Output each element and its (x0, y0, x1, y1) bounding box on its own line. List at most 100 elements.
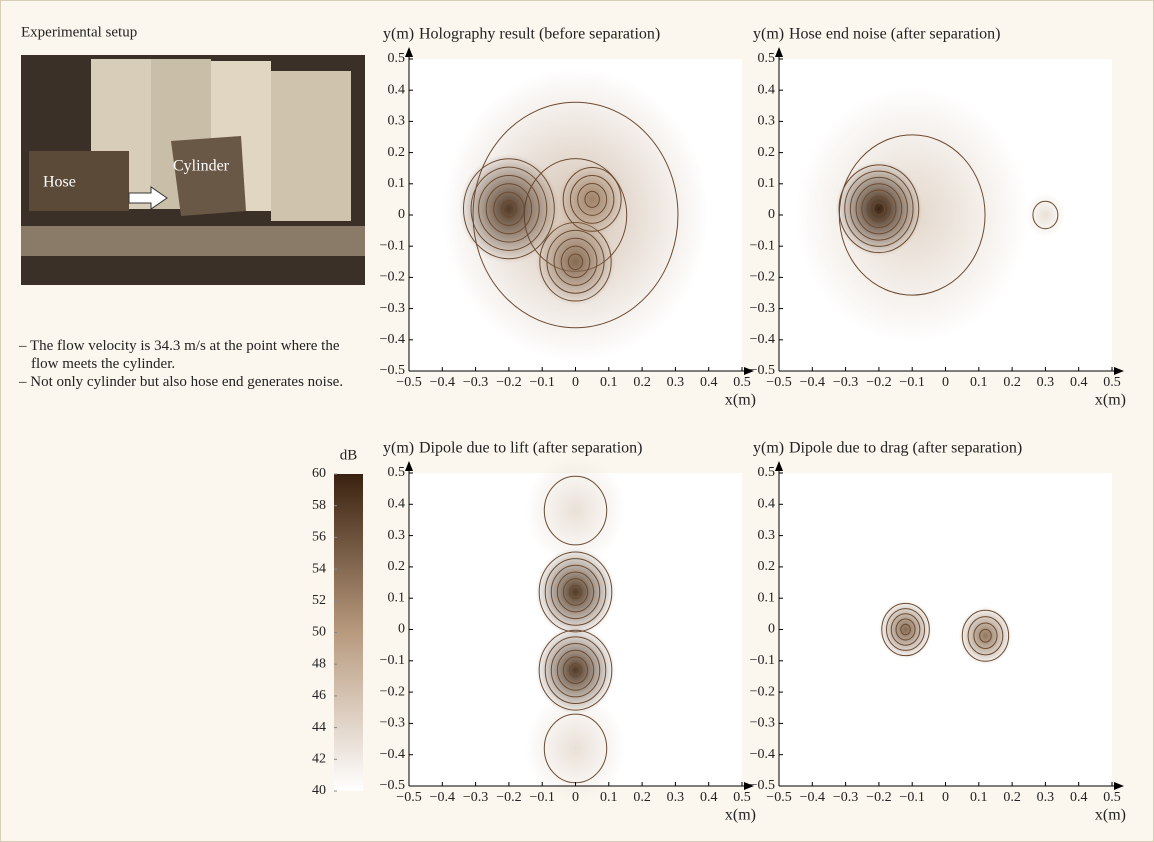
y-tick-label: 0.3 (758, 528, 776, 543)
y-tick-label: 0.2 (758, 145, 776, 160)
x-tick-label: −0.1 (529, 790, 554, 805)
y-tick-label: 0.3 (388, 528, 406, 543)
note: – The flow velocity is 34.3 m/s at the p… (19, 337, 359, 373)
y-tick-label: −0.5 (750, 363, 775, 378)
x-tick-label: 0.1 (970, 790, 988, 805)
colorbar-tick-label: 50 (312, 625, 326, 640)
colorbar-tick-label: 60 (312, 466, 326, 481)
x-axis-label: x(m) (1095, 807, 1126, 824)
x-tick-label: −0.4 (430, 375, 455, 390)
y-tick-label: 0.3 (758, 114, 776, 129)
y-tick-label: −0.5 (750, 778, 775, 793)
x-axis-label: x(m) (1095, 392, 1126, 409)
y-axis-label: y(m) (753, 26, 784, 43)
colorbar-tick-label: 46 (312, 688, 326, 703)
y-tick-label: 0.1 (758, 590, 776, 605)
x-tick-label: 0.5 (733, 375, 751, 390)
x-tick-label: −0.2 (866, 790, 891, 805)
x-tick-label: 0 (572, 375, 579, 390)
x-tick-label: 0.1 (600, 790, 618, 805)
x-tick-label: 0.2 (1003, 790, 1021, 805)
x-tick-label: −0.1 (529, 375, 554, 390)
y-axis-label: y(m) (383, 26, 414, 43)
x-tick-label: 0.4 (700, 375, 718, 390)
y-tick-label: −0.4 (750, 747, 775, 762)
chart-title: Holography result (before separation) (419, 26, 660, 43)
x-tick-label: 0.3 (667, 790, 685, 805)
axis-arrow (1114, 782, 1124, 790)
chart: Experimental setup Hose Cylinder dB 40 42 4… (1, 1, 1153, 841)
chart-title: Dipole due to lift (after separation) (419, 440, 642, 457)
x-tick-label: −0.2 (866, 375, 891, 390)
y-tick-label: 0.1 (758, 176, 776, 191)
y-tick-label: 0.1 (388, 176, 406, 191)
axis-arrow (405, 47, 413, 57)
x-tick-label: −0.1 (899, 790, 924, 805)
y-tick-label: −0.1 (380, 238, 405, 253)
x-tick-label: 0.1 (970, 375, 988, 390)
y-tick-label: 0 (768, 207, 775, 222)
axis-arrow (1114, 367, 1124, 375)
colorbar-tick-label: 54 (312, 561, 326, 576)
y-tick-label: 0 (398, 207, 405, 222)
y-tick-label: −0.1 (750, 653, 775, 668)
y-tick-label: −0.5 (380, 363, 405, 378)
y-tick-label: 0.5 (388, 51, 406, 66)
setup-title: Experimental setup (21, 24, 137, 40)
y-tick-label: 0.5 (758, 51, 776, 66)
x-tick-label: −0.3 (833, 375, 858, 390)
y-tick-label: −0.5 (380, 778, 405, 793)
colorbar-label: dB (340, 447, 358, 463)
x-tick-label: 0.1 (600, 375, 618, 390)
y-tick-label: 0.4 (758, 497, 776, 512)
photo-label: Hose (43, 174, 76, 191)
y-tick-label: 0.2 (388, 145, 406, 160)
x-tick-label: −0.2 (496, 375, 521, 390)
y-axis-label: y(m) (753, 440, 784, 457)
x-tick-label: −0.4 (800, 375, 825, 390)
y-tick-label: 0.2 (758, 559, 776, 574)
x-tick-label: 0.2 (633, 375, 651, 390)
colorbar-tick-label: 40 (312, 783, 326, 798)
source-peak (1025, 193, 1065, 237)
y-tick-label: −0.2 (380, 684, 405, 699)
figure: Experimental setup Hose Cylinder dB 40 42 4… (0, 0, 1154, 842)
y-tick-label: 0.5 (388, 465, 406, 480)
x-tick-label: 0.3 (667, 375, 685, 390)
y-tick-label: 0.2 (388, 559, 406, 574)
photo-label: Cylinder (173, 158, 230, 175)
x-tick-label: 0.3 (1037, 375, 1055, 390)
colorbar-tick-label: 58 (312, 498, 326, 513)
x-tick-label: −0.4 (430, 790, 455, 805)
x-tick-label: 0 (572, 790, 579, 805)
x-tick-label: −0.1 (899, 375, 924, 390)
y-tick-label: −0.3 (380, 301, 405, 316)
x-tick-label: 0.5 (1103, 790, 1121, 805)
y-tick-label: 0 (768, 622, 775, 637)
x-tick-label: 0.4 (1070, 375, 1088, 390)
colorbar-tick-label: 44 (312, 720, 326, 735)
x-tick-label: 0.5 (733, 790, 751, 805)
y-tick-label: −0.3 (380, 716, 405, 731)
colorbar-tick-label: 48 (312, 656, 326, 671)
x-tick-label: 0.2 (633, 790, 651, 805)
x-tick-label: 0.3 (1037, 790, 1055, 805)
colorbar-tick-label: 42 (312, 752, 326, 767)
y-tick-label: 0.4 (388, 497, 406, 512)
x-tick-label: −0.4 (800, 790, 825, 805)
mics (21, 226, 365, 256)
y-tick-label: 0.4 (758, 82, 776, 97)
x-tick-label: 0.5 (1103, 375, 1121, 390)
y-tick-label: −0.2 (750, 684, 775, 699)
chart-title: Hose end noise (after separation) (789, 26, 1000, 43)
y-tick-label: −0.2 (380, 270, 405, 285)
axis-arrow (405, 461, 413, 471)
colorbar (334, 474, 363, 791)
y-tick-label: −0.1 (750, 238, 775, 253)
source-peak (836, 161, 923, 256)
axis-arrow (775, 461, 783, 471)
y-axis-label: y(m) (383, 440, 414, 457)
colorbar-tick-label: 56 (312, 530, 326, 545)
x-tick-label: 0 (942, 790, 949, 805)
y-tick-label: −0.4 (380, 332, 405, 347)
